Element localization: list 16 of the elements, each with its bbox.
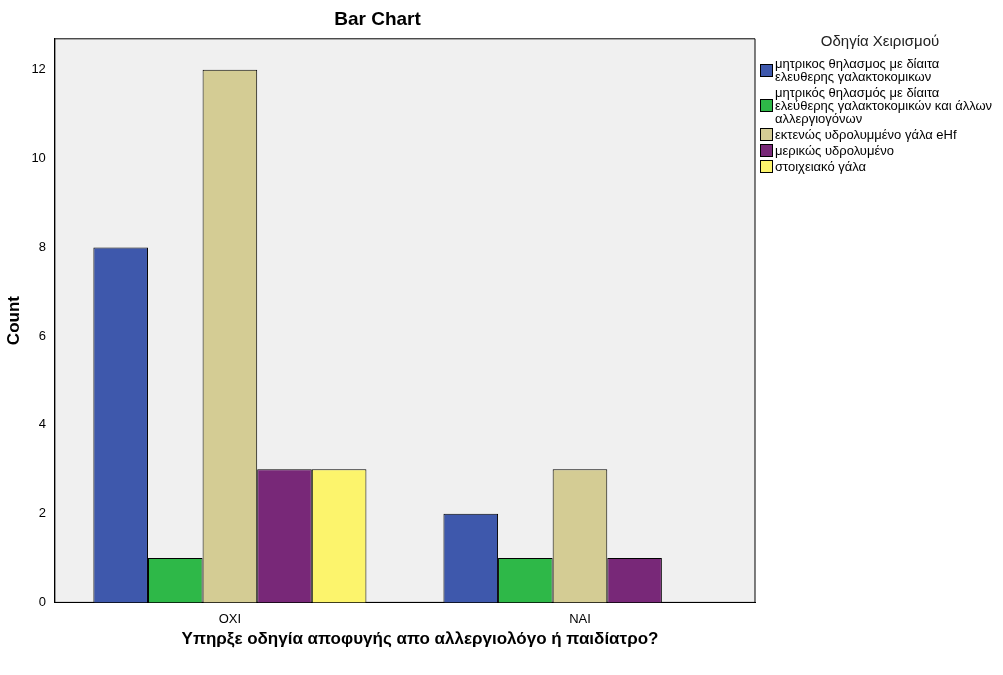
x-tick-label: ΝΑΙ xyxy=(569,610,591,626)
x-axis-title: Υπηρξε οδηγία αποφυγής απο αλλεργιολόγο ή παιδίατρο? xyxy=(180,629,660,648)
y-tick-label: 2 xyxy=(38,505,46,521)
y-tick-label: 0 xyxy=(38,593,46,609)
x-tick-label: ΟΧΙ xyxy=(218,610,242,626)
legend-title: Οδηγία Χειρισμού xyxy=(819,32,941,49)
y-tick-label: 12 xyxy=(31,61,46,77)
y-axis-title: Count xyxy=(3,295,23,346)
y-tick-label: 4 xyxy=(38,416,46,432)
chart-title: Bar Chart xyxy=(334,7,422,29)
legend-label: στοιχειακό γάλα xyxy=(775,159,867,174)
y-tick-label: 10 xyxy=(31,150,46,166)
y-tick-label: 8 xyxy=(38,238,46,254)
legend-label: εκτενώς υδρολυμμένο γάλα eHf xyxy=(775,127,957,142)
legend-label: μερικώς υδρολυμένο xyxy=(775,143,894,158)
y-tick-label: 6 xyxy=(38,327,46,343)
